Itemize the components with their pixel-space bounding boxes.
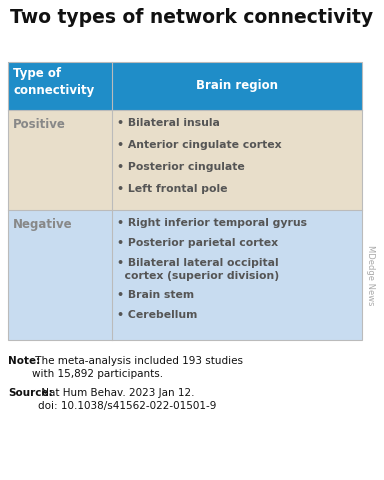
Text: • Anterior cingulate cortex: • Anterior cingulate cortex — [117, 140, 281, 150]
Text: Type of
connectivity: Type of connectivity — [13, 67, 94, 97]
Text: • Cerebellum: • Cerebellum — [117, 310, 197, 320]
Text: Positive: Positive — [13, 118, 66, 131]
Text: The meta-analysis included 193 studies
with 15,892 participants.: The meta-analysis included 193 studies w… — [32, 356, 243, 379]
Bar — [8, 62, 362, 340]
Bar — [8, 62, 362, 110]
Text: • Bilateral lateral occipital
  cortex (superior division): • Bilateral lateral occipital cortex (su… — [117, 258, 279, 281]
Text: Source:: Source: — [8, 388, 53, 398]
Text: Negative: Negative — [13, 218, 73, 231]
Bar — [8, 210, 362, 340]
Text: • Bilateral insula: • Bilateral insula — [117, 118, 220, 128]
Text: • Brain stem: • Brain stem — [117, 290, 194, 300]
Text: • Right inferior temporal gyrus: • Right inferior temporal gyrus — [117, 218, 307, 228]
Bar — [8, 110, 362, 210]
Text: • Posterior parietal cortex: • Posterior parietal cortex — [117, 238, 278, 248]
Text: Brain region: Brain region — [196, 80, 278, 93]
Text: • Left frontal pole: • Left frontal pole — [117, 184, 227, 194]
Text: MDedge News: MDedge News — [366, 245, 374, 305]
Text: Note:: Note: — [8, 356, 40, 366]
Text: Nat Hum Behav. 2023 Jan 12.
doi: 10.1038/s41562-022-01501-9: Nat Hum Behav. 2023 Jan 12. doi: 10.1038… — [38, 388, 216, 411]
Text: Two types of network connectivity: Two types of network connectivity — [10, 8, 373, 27]
Text: • Posterior cingulate: • Posterior cingulate — [117, 162, 245, 172]
